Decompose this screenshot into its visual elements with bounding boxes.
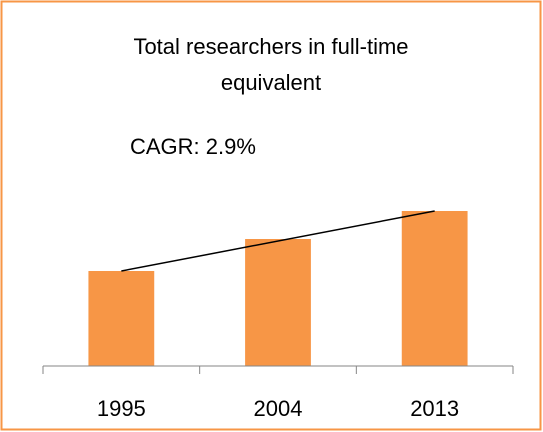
- x-tick-label: 2013: [410, 396, 459, 421]
- chart-title-line: Total researchers in full-time: [133, 34, 408, 59]
- bar: [245, 239, 311, 366]
- bar: [88, 271, 155, 366]
- x-tick-label: 2004: [254, 396, 303, 421]
- bar: [401, 211, 468, 366]
- chart-title-line: equivalent: [221, 70, 321, 95]
- annotation: CAGR: 2.9%: [130, 134, 256, 159]
- trendline: [121, 210, 435, 272]
- x-tick-label: 1995: [97, 396, 146, 421]
